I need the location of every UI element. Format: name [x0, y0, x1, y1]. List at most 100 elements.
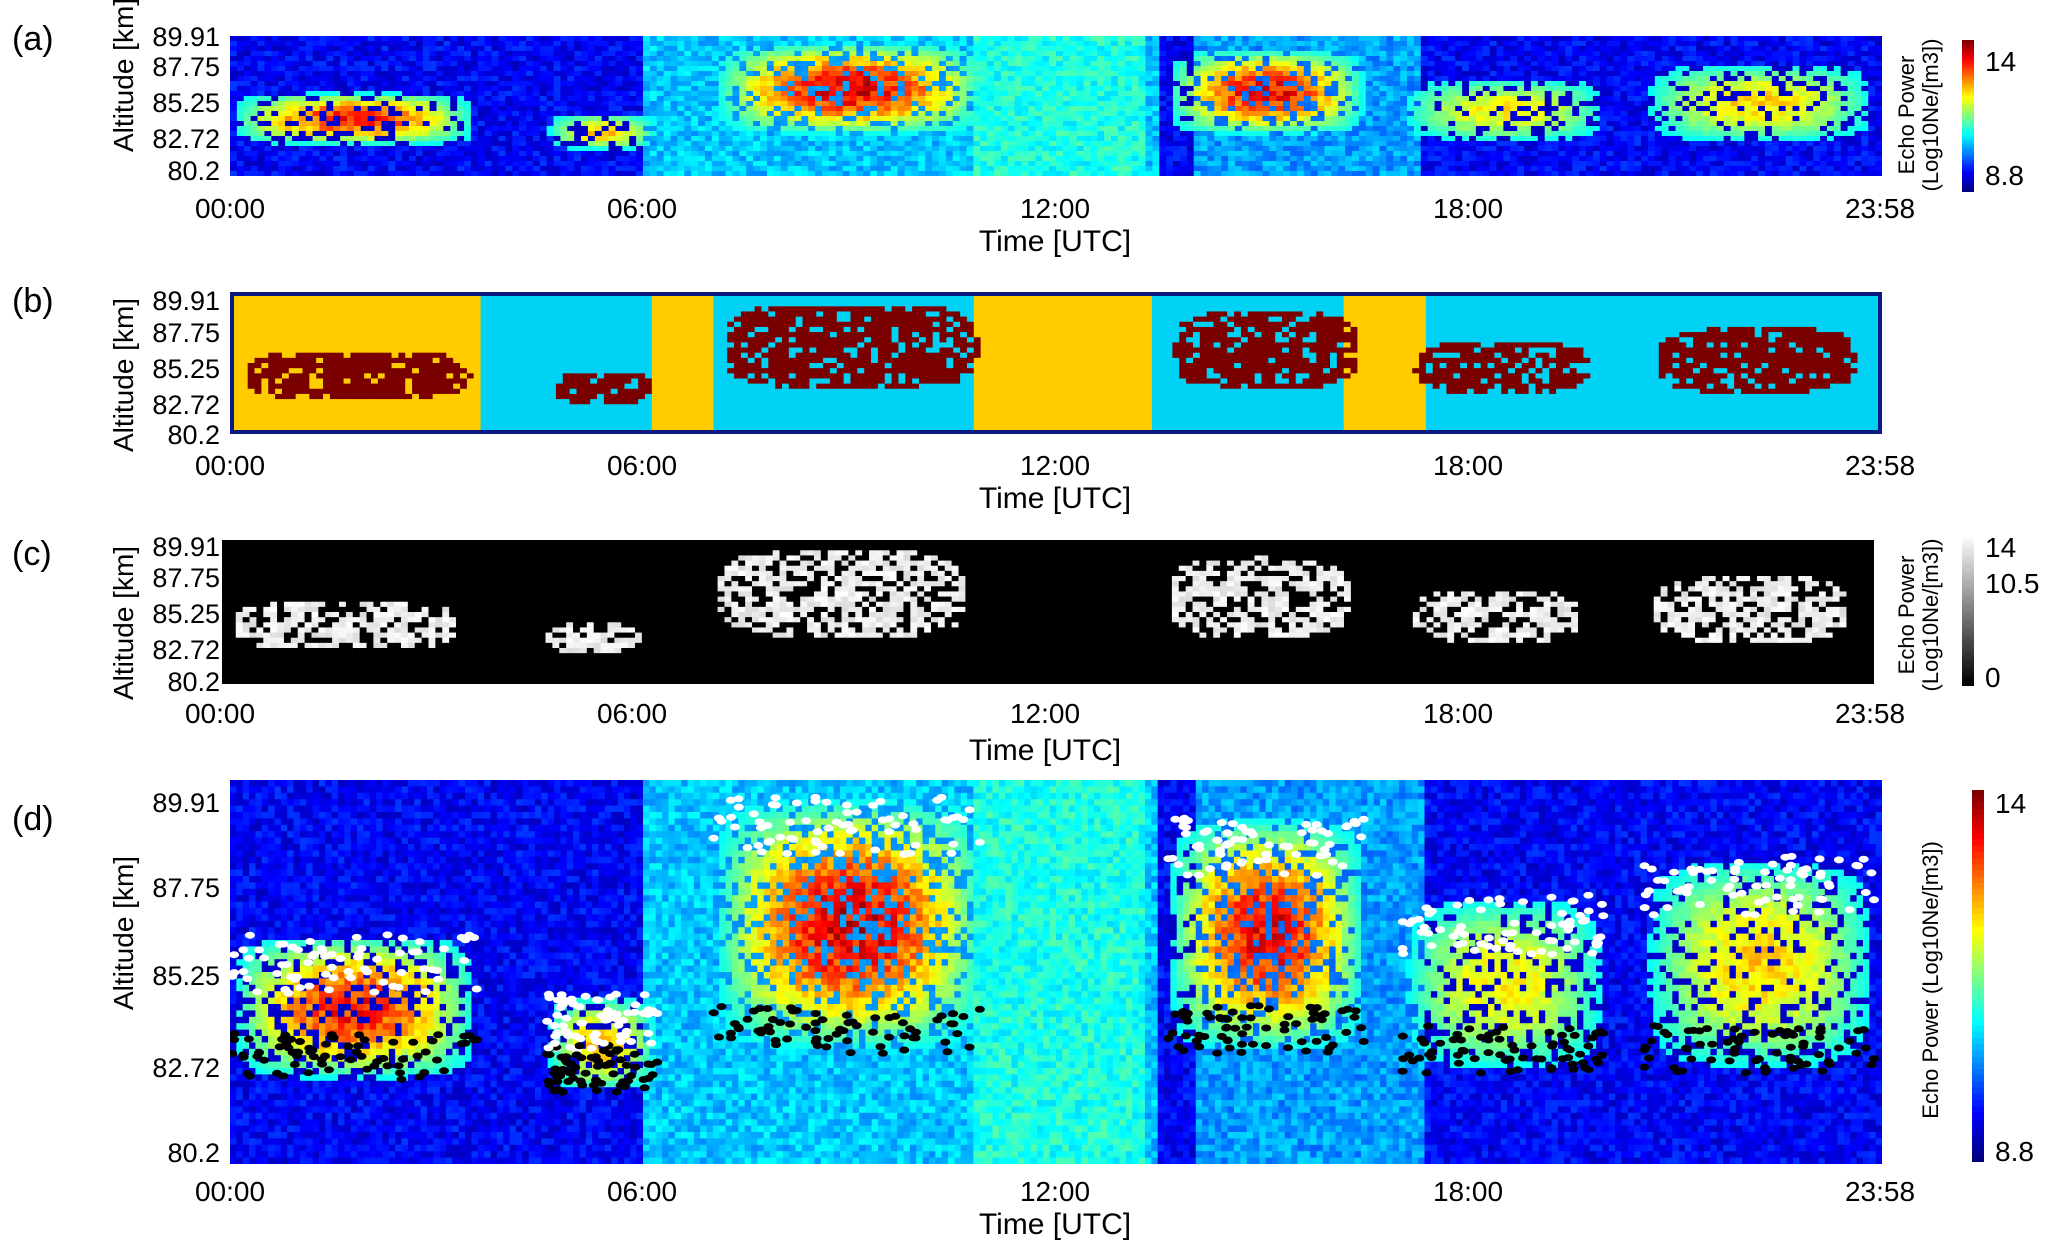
heatmap-cell: [340, 111, 348, 117]
heatmap-cell: [1255, 136, 1264, 142]
heatmap-cell: [904, 151, 913, 157]
heatmap-cell: [1351, 131, 1360, 137]
heatmap-cell: [443, 141, 451, 147]
heatmap-cell: [1262, 36, 1270, 42]
heatmap-cell: [1324, 141, 1332, 147]
heatmap-cell: [608, 71, 617, 77]
heatmap-cell: [464, 146, 472, 152]
heatmap-cell: [842, 106, 851, 112]
heatmap-cell: [856, 96, 864, 102]
heatmap-cell: [291, 111, 300, 117]
heatmap-cell: [835, 61, 844, 67]
heatmap-cell: [1138, 131, 1147, 137]
heatmap-cell: [966, 66, 974, 72]
heatmap-cell: [491, 126, 500, 132]
heatmap-cell: [1386, 131, 1394, 137]
heatmap-cell: [1097, 126, 1105, 132]
heatmap-cell: [1186, 111, 1195, 117]
y-tick-a-2: 87.75: [120, 54, 220, 81]
heatmap-cell: [1248, 41, 1257, 47]
heatmap-cell: [1276, 131, 1284, 137]
heatmap-cell: [677, 56, 685, 62]
heatmap-cell: [1083, 86, 1092, 92]
heatmap-cell: [760, 166, 768, 172]
heatmap-cell: [1014, 66, 1023, 72]
heatmap-cell: [1138, 146, 1147, 152]
heatmap-cell: [601, 71, 610, 77]
heatmap-cell: [470, 121, 479, 127]
heatmap-cell: [952, 111, 961, 117]
heatmap-cell: [1186, 116, 1195, 122]
heatmap-cell: [415, 96, 424, 102]
heatmap-cell: [1365, 86, 1374, 92]
heatmap-cell: [987, 66, 995, 72]
heatmap-cell: [1152, 151, 1160, 157]
heatmap-cell: [1386, 106, 1394, 112]
heatmap-cell: [594, 101, 603, 107]
heatmap-cell: [1413, 81, 1422, 87]
heatmap-cell: [918, 121, 926, 127]
heatmap-cell: [1400, 71, 1408, 77]
heatmap-cell: [1207, 171, 1215, 176]
heatmap-cell: [532, 121, 541, 127]
heatmap-cell: [443, 171, 451, 176]
heatmap-cell: [698, 96, 706, 102]
heatmap-cell: [326, 111, 334, 117]
heatmap-cell: [236, 41, 245, 47]
heatmap-cell: [842, 171, 851, 176]
heatmap-cell: [1049, 146, 1057, 152]
heatmap-cell: [980, 41, 988, 47]
heatmap-cell: [753, 81, 761, 87]
heatmap-cell: [505, 141, 513, 147]
heatmap-cell: [525, 141, 534, 147]
heatmap-cell: [422, 86, 431, 92]
heatmap-cell: [608, 61, 617, 67]
heatmap-cell: [333, 76, 341, 82]
heatmap-cell: [904, 136, 913, 142]
heatmap-cell: [1145, 151, 1153, 157]
heatmap-cell: [1290, 171, 1298, 176]
heatmap-cell: [560, 121, 568, 127]
heatmap-cell: [298, 136, 307, 142]
heatmap-cell: [649, 36, 658, 42]
heatmap-cell: [594, 166, 603, 172]
heatmap-cell: [1365, 91, 1374, 97]
heatmap-cell: [925, 91, 933, 97]
heatmap-cell: [753, 51, 761, 57]
heatmap-cell: [450, 36, 458, 42]
heatmap-cell: [553, 76, 561, 82]
heatmap-cell: [587, 66, 596, 72]
heatmap-cell: [1076, 131, 1085, 137]
heatmap-cell: [1262, 136, 1270, 142]
heatmap-cell: [512, 116, 520, 122]
heatmap-cell: [415, 146, 424, 152]
heatmap-cell: [1283, 101, 1291, 107]
heatmap-cell: [367, 41, 376, 47]
heatmap-cell: [821, 41, 830, 47]
heatmap-cell: [1379, 41, 1387, 47]
heatmap-cell: [883, 151, 892, 157]
heatmap-cell: [684, 41, 692, 47]
heatmap-cell: [711, 136, 720, 142]
heatmap-cell: [870, 36, 878, 42]
heatmap-cell: [670, 151, 679, 157]
heatmap-cell: [264, 141, 272, 147]
heatmap-cell: [1221, 141, 1229, 147]
heatmap-cell: [484, 161, 493, 167]
heatmap-cell: [429, 131, 438, 137]
heatmap-cell: [1193, 111, 1202, 117]
heatmap-cell: [1262, 146, 1270, 152]
heatmap-cell: [1372, 61, 1381, 67]
heatmap-cell: [856, 36, 864, 42]
heatmap-cell: [945, 156, 954, 162]
heatmap-cell: [821, 96, 830, 102]
heatmap-cell: [945, 56, 954, 62]
heatmap-cell: [780, 41, 789, 47]
heatmap-cell: [677, 161, 685, 167]
heatmap-cell: [395, 161, 403, 167]
heatmap-cell: [477, 156, 486, 162]
heatmap-cell: [835, 81, 844, 87]
heatmap-cell: [587, 166, 596, 172]
heatmap-cell: [1338, 51, 1346, 57]
heatmap-cell: [243, 71, 252, 77]
